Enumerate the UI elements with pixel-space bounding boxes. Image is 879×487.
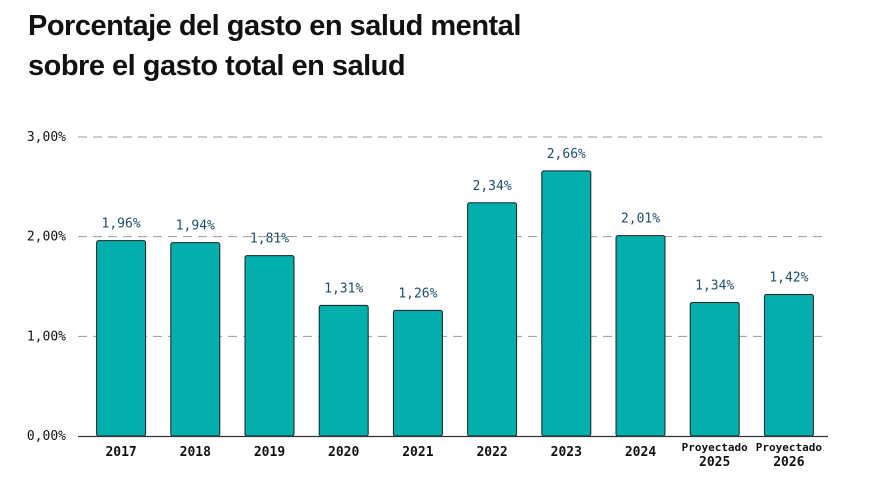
x-tick-label: 2024 [625,445,656,460]
bar [615,235,666,437]
bar [689,301,740,437]
y-tick-label: 0,00% [27,429,66,444]
bar [170,242,221,437]
bar [541,170,592,437]
value-label: 1,81% [250,232,289,247]
value-label: 1,26% [398,286,437,301]
x-axis-tick-labels: 2017 2018 2019 2020 2021 2022 2023 2024 Proyecta… [105,441,822,470]
bar [244,255,295,437]
value-label: 2,34% [473,179,512,194]
x-tick-label: 2025 [699,455,730,470]
x-tick-label: 2018 [180,445,211,460]
x-tick-label: 2023 [551,445,582,460]
x-tick-label: 2019 [254,445,285,460]
chart-title-line-1: Porcentaje del gasto en salud mental [28,10,521,42]
x-tick-label: 2017 [105,445,136,460]
bar [467,202,518,437]
value-label: 1,34% [695,278,734,293]
chart-title: Porcentaje del gasto en salud mental sob… [28,6,521,86]
x-tick-label: 2022 [476,445,507,460]
value-label: 1,42% [769,270,808,285]
bar [318,304,369,437]
x-tick-label: Proyectado [756,441,823,454]
y-tick-label: 2,00% [27,230,66,245]
y-tick-label: 1,00% [27,329,66,344]
y-tick-label: 3,00% [27,130,66,145]
bars [96,170,814,437]
value-labels: 1,96% 1,94% 1,81% 1,31% 1,26% 2,34% 2,66% 2,01%… [102,147,809,302]
value-label: 1,31% [324,281,363,296]
x-tick-label: Proyectado [682,441,749,454]
chart-title-line-2: sobre el gasto total en salud [28,50,406,82]
value-label: 2,66% [547,147,586,162]
y-axis-tick-labels: 0,00% 1,00% 2,00% 3,00% [27,130,66,444]
bar [96,240,147,437]
x-tick-label: 2020 [328,445,359,460]
value-label: 1,96% [102,217,141,232]
bar [763,293,814,437]
bar [392,309,443,437]
value-label: 2,01% [621,212,660,227]
x-tick-label: 2021 [402,445,433,460]
value-label: 1,94% [176,219,215,234]
x-tick-label: 2026 [773,455,804,470]
